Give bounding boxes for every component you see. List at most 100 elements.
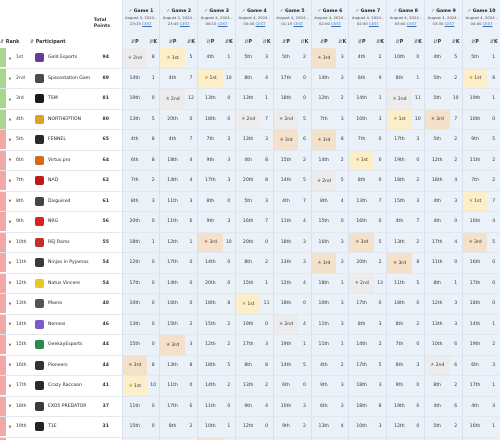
participant[interactable]: Crazy Raccoon	[30, 376, 90, 395]
participant-cell[interactable]: FENNEL	[30, 129, 90, 151]
team-name[interactable]: GeekayEsports	[48, 342, 83, 348]
participant-cell[interactable]: Maero	[30, 293, 90, 315]
game-header-7[interactable]: ✓Game 7 August 4, 2024 -02:30 CEST	[348, 0, 387, 35]
participant[interactable]: Disguised	[30, 192, 90, 211]
participant-cell[interactable]: GeekayEsports	[30, 334, 90, 356]
kills-header[interactable]: ⇵K	[449, 35, 463, 48]
placement-header[interactable]: ⇵P	[197, 35, 223, 48]
participant-header[interactable]: ⇵ Participant	[30, 35, 90, 48]
game-header-1[interactable]: ✓Game 1 August 3, 2024 -23:15 CEST	[121, 0, 160, 35]
participant[interactable]: TSM	[30, 89, 90, 108]
timezone-link[interactable]: CEST	[406, 21, 417, 26]
participant[interactable]: Pioneers	[30, 356, 90, 375]
timezone-link[interactable]: CEST	[293, 21, 304, 26]
participant[interactable]: FENNEL	[30, 130, 90, 149]
timezone-link[interactable]: CEST	[368, 21, 379, 26]
game-header-2[interactable]: ✓Game 2 August 3, 2024 -23:45 CEST	[159, 0, 198, 35]
game-header-8[interactable]: ✓Game 8 August 4, 2024 -03:00 CEST	[386, 0, 425, 35]
participant[interactable]: GeekayEsports	[30, 335, 90, 354]
game-header-5[interactable]: ✓Game 5 August 4, 2024 -01:15 CEST	[272, 0, 312, 35]
timezone-link[interactable]: CEST	[255, 21, 266, 26]
team-name[interactable]: Gold Esports	[48, 55, 78, 61]
timezone-link[interactable]: CEST	[444, 21, 455, 26]
game-header-4[interactable]: ✓Game 4 August 4, 2024 -00:45 CEST	[234, 0, 274, 35]
participant-cell[interactable]: Nemesi	[30, 314, 90, 335]
participant[interactable]: Virtus.pro	[30, 151, 90, 170]
participant[interactable]: Natus Vincere	[30, 274, 90, 293]
team-name[interactable]: NORTHEPTION	[48, 116, 82, 122]
team-name[interactable]: Ninjas in Pyjamas	[48, 260, 89, 266]
kills-header[interactable]: ⇵K	[184, 35, 198, 48]
team-name[interactable]: Crazy Raccoon	[48, 383, 82, 389]
placement-header[interactable]: ⇵P	[234, 35, 261, 48]
participant[interactable]: NRG	[30, 212, 90, 231]
participant-cell[interactable]: TSM	[30, 88, 90, 110]
team-name[interactable]: Maero	[48, 301, 63, 307]
kills-header[interactable]: ⇵K	[487, 35, 500, 48]
team-name[interactable]: Spacestation Gaming	[48, 75, 90, 81]
kills-header[interactable]: ⇵K	[298, 35, 312, 48]
rank-header[interactable]: ⇵ Rank	[0, 35, 30, 48]
participant[interactable]: NORTHEPTION	[30, 110, 90, 129]
timezone-link[interactable]: CEST	[331, 21, 341, 26]
team-name[interactable]: Disguised	[48, 198, 71, 204]
participant[interactable]: T1E	[30, 417, 90, 436]
team-name[interactable]: Virtus.pro	[48, 157, 71, 163]
team-name[interactable]: TSM	[48, 96, 58, 102]
team-name[interactable]: EXO5 PREDATOR	[48, 403, 87, 409]
participant-cell[interactable]: Ninjas in Pyjamas	[30, 252, 90, 274]
team-name[interactable]: Pioneers	[48, 362, 68, 368]
placement-header[interactable]: ⇵P	[159, 35, 185, 48]
participant[interactable]: Ninjas in Pyjamas	[30, 253, 90, 272]
game-header-3[interactable]: ✓Game 3 August 4, 2024 -00:15 CEST	[197, 0, 236, 35]
participant[interactable]: Nemesi	[30, 315, 90, 334]
participant-cell[interactable]: NRG	[30, 211, 90, 233]
timezone-link[interactable]: CEST	[179, 21, 190, 26]
team-name[interactable]: NAD	[48, 178, 59, 184]
team-name[interactable]: Natus Vincere	[48, 280, 81, 286]
placement-header[interactable]: ⇵P	[424, 35, 450, 48]
participant-cell[interactable]: Pioneers	[30, 355, 90, 376]
kills-header[interactable]: ⇵K	[222, 35, 236, 48]
game-header-9[interactable]: ✓Game 9 August 4, 2024 -03:30 CEST	[424, 0, 463, 35]
team-name[interactable]: T1E	[48, 424, 57, 430]
participant-cell[interactable]: EXO5 PREDATOR	[30, 396, 90, 417]
participant-cell[interactable]: T1E	[30, 416, 90, 438]
kills-header[interactable]: ⇵K	[411, 35, 425, 48]
team-name[interactable]: REJ Rams	[48, 239, 70, 245]
team-name[interactable]: NRG	[48, 219, 59, 225]
placement-header[interactable]: ⇵P	[348, 35, 374, 48]
placement-header[interactable]: ⇵P	[121, 35, 147, 48]
timezone-link[interactable]: CEST	[482, 21, 493, 26]
kills-header[interactable]: ⇵K	[260, 35, 274, 48]
timezone-link[interactable]: CEST	[217, 21, 228, 26]
placement-header[interactable]: ⇵P	[272, 35, 299, 48]
placement-header[interactable]: ⇵P	[310, 35, 337, 48]
game-header-6[interactable]: ✓Game 6 August 4, 2024 -02:00 CEST	[310, 0, 349, 35]
total-points-header[interactable]: Total Points	[90, 0, 122, 48]
team-name[interactable]: FENNEL	[48, 137, 66, 143]
participant[interactable]: Spacestation Gaming	[30, 69, 90, 88]
game-header-10[interactable]: ✓Game 10 August 4, 2024 -04:00 CEST	[461, 0, 500, 35]
participant-cell[interactable]: Virtus.pro	[30, 150, 90, 171]
participant[interactable]: REJ Rams	[30, 233, 90, 252]
participant-cell[interactable]: REJ Rams	[30, 232, 90, 253]
participant[interactable]: Gold Esports	[30, 48, 90, 67]
team-name[interactable]: Nemesi	[48, 321, 66, 327]
kills-header[interactable]: ⇵K	[147, 35, 160, 48]
placement-header[interactable]: ⇵P	[461, 35, 488, 48]
participant[interactable]: EXO5 PREDATOR	[30, 397, 90, 416]
participant-cell[interactable]: Crazy Raccoon	[30, 375, 90, 397]
participant[interactable]: Maero	[30, 294, 90, 313]
kills-header[interactable]: ⇵K	[336, 35, 349, 48]
participant-cell[interactable]: Natus Vincere	[30, 273, 90, 294]
timezone-link[interactable]: CEST	[142, 21, 152, 26]
participant-cell[interactable]: Weibo Gaming	[30, 437, 90, 440]
placement-header[interactable]: ⇵P	[386, 35, 412, 48]
participant[interactable]: NAD	[30, 171, 90, 190]
participant-cell[interactable]: Gold Esports	[30, 48, 90, 69]
participant-cell[interactable]: Spacestation Gaming	[30, 68, 90, 89]
participant-cell[interactable]: Disguised	[30, 191, 90, 212]
participant-cell[interactable]: NORTHEPTION	[30, 109, 90, 130]
participant-cell[interactable]: NAD	[30, 170, 90, 192]
